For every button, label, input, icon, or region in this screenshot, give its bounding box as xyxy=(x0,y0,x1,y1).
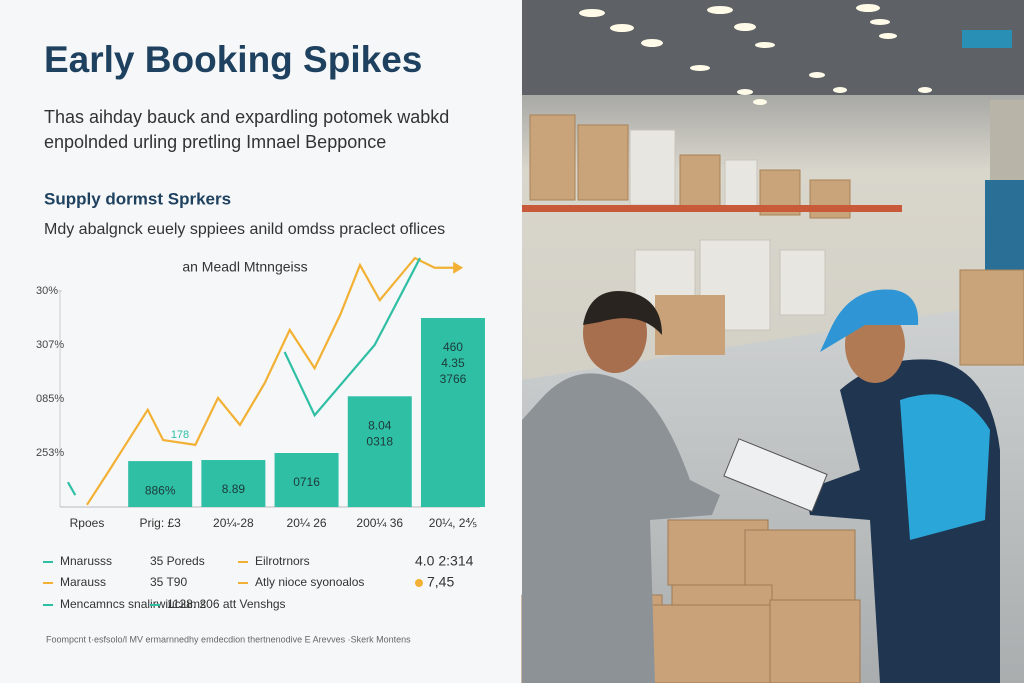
legend-text: 35 T90 xyxy=(150,575,187,589)
bar xyxy=(420,318,485,507)
bar xyxy=(201,460,266,507)
x-tick-label: 200¼ 36 xyxy=(356,516,403,530)
title: Early Booking Spikes xyxy=(44,39,422,80)
x-tick-label: 20¼, 2⅘ xyxy=(429,516,478,530)
legend-text: Atly nioce syonoalos xyxy=(255,575,364,589)
section-heading: Supply dormst Sprkers xyxy=(44,189,231,208)
chart-annotation: an Meadl Mtnngeiss xyxy=(182,259,307,275)
legend-text: 1128. 206 att Venshgs xyxy=(167,597,286,611)
y-tick-label: 30% xyxy=(36,285,58,297)
bar-label: 0318 xyxy=(366,434,393,448)
bar xyxy=(274,453,339,507)
legend-text: 35 Poreds xyxy=(150,554,205,568)
legend-text: 4.0 2:314 xyxy=(415,553,474,569)
bar-label: 8.04 xyxy=(368,418,392,432)
line-series xyxy=(86,256,456,506)
legend-text: Marauss xyxy=(60,575,106,589)
subtitle: enpolnded urling pretling Imnael Bepponc… xyxy=(44,132,386,152)
line-series xyxy=(66,257,421,496)
photo xyxy=(521,0,1024,684)
bar-label: 4.35 xyxy=(441,356,465,370)
legend-text: Eilrotrnors xyxy=(255,554,310,568)
y-tick-label: 253% xyxy=(36,447,64,459)
description: Mdy abalgnck euely sppiees anild omdss p… xyxy=(44,221,445,238)
x-tick-label: Prig: £3 xyxy=(139,516,181,530)
bar xyxy=(128,461,193,507)
subtitle: Thas aihday bauck and expardling potomek… xyxy=(44,107,449,127)
arrow-head xyxy=(453,261,464,274)
legend-text: Mnarusss xyxy=(60,554,112,568)
bar-label: 886% xyxy=(145,483,176,497)
bar-label: 460 xyxy=(443,340,463,354)
legend-text: 7,45 xyxy=(427,574,454,590)
x-tick-label: 20¼-28 xyxy=(213,516,254,530)
bar-label: 8.89 xyxy=(222,482,246,496)
bar xyxy=(347,396,412,507)
legend-dot xyxy=(415,579,423,587)
y-tick-label: 307% xyxy=(36,339,64,351)
bar-label: 3766 xyxy=(440,372,467,386)
point-note: 178 xyxy=(171,429,189,441)
legend-text: Mencamncs snalirwiuciums xyxy=(60,597,206,611)
footer: Foompcnt t·esfsolo/l MV ermarnnedhy emde… xyxy=(46,634,411,644)
x-tick-label: Rpoes xyxy=(70,516,105,530)
y-tick-label: 085% xyxy=(36,393,64,405)
x-tick-label: 20¼ 26 xyxy=(287,516,327,530)
bar-label: 0716 xyxy=(293,475,320,489)
